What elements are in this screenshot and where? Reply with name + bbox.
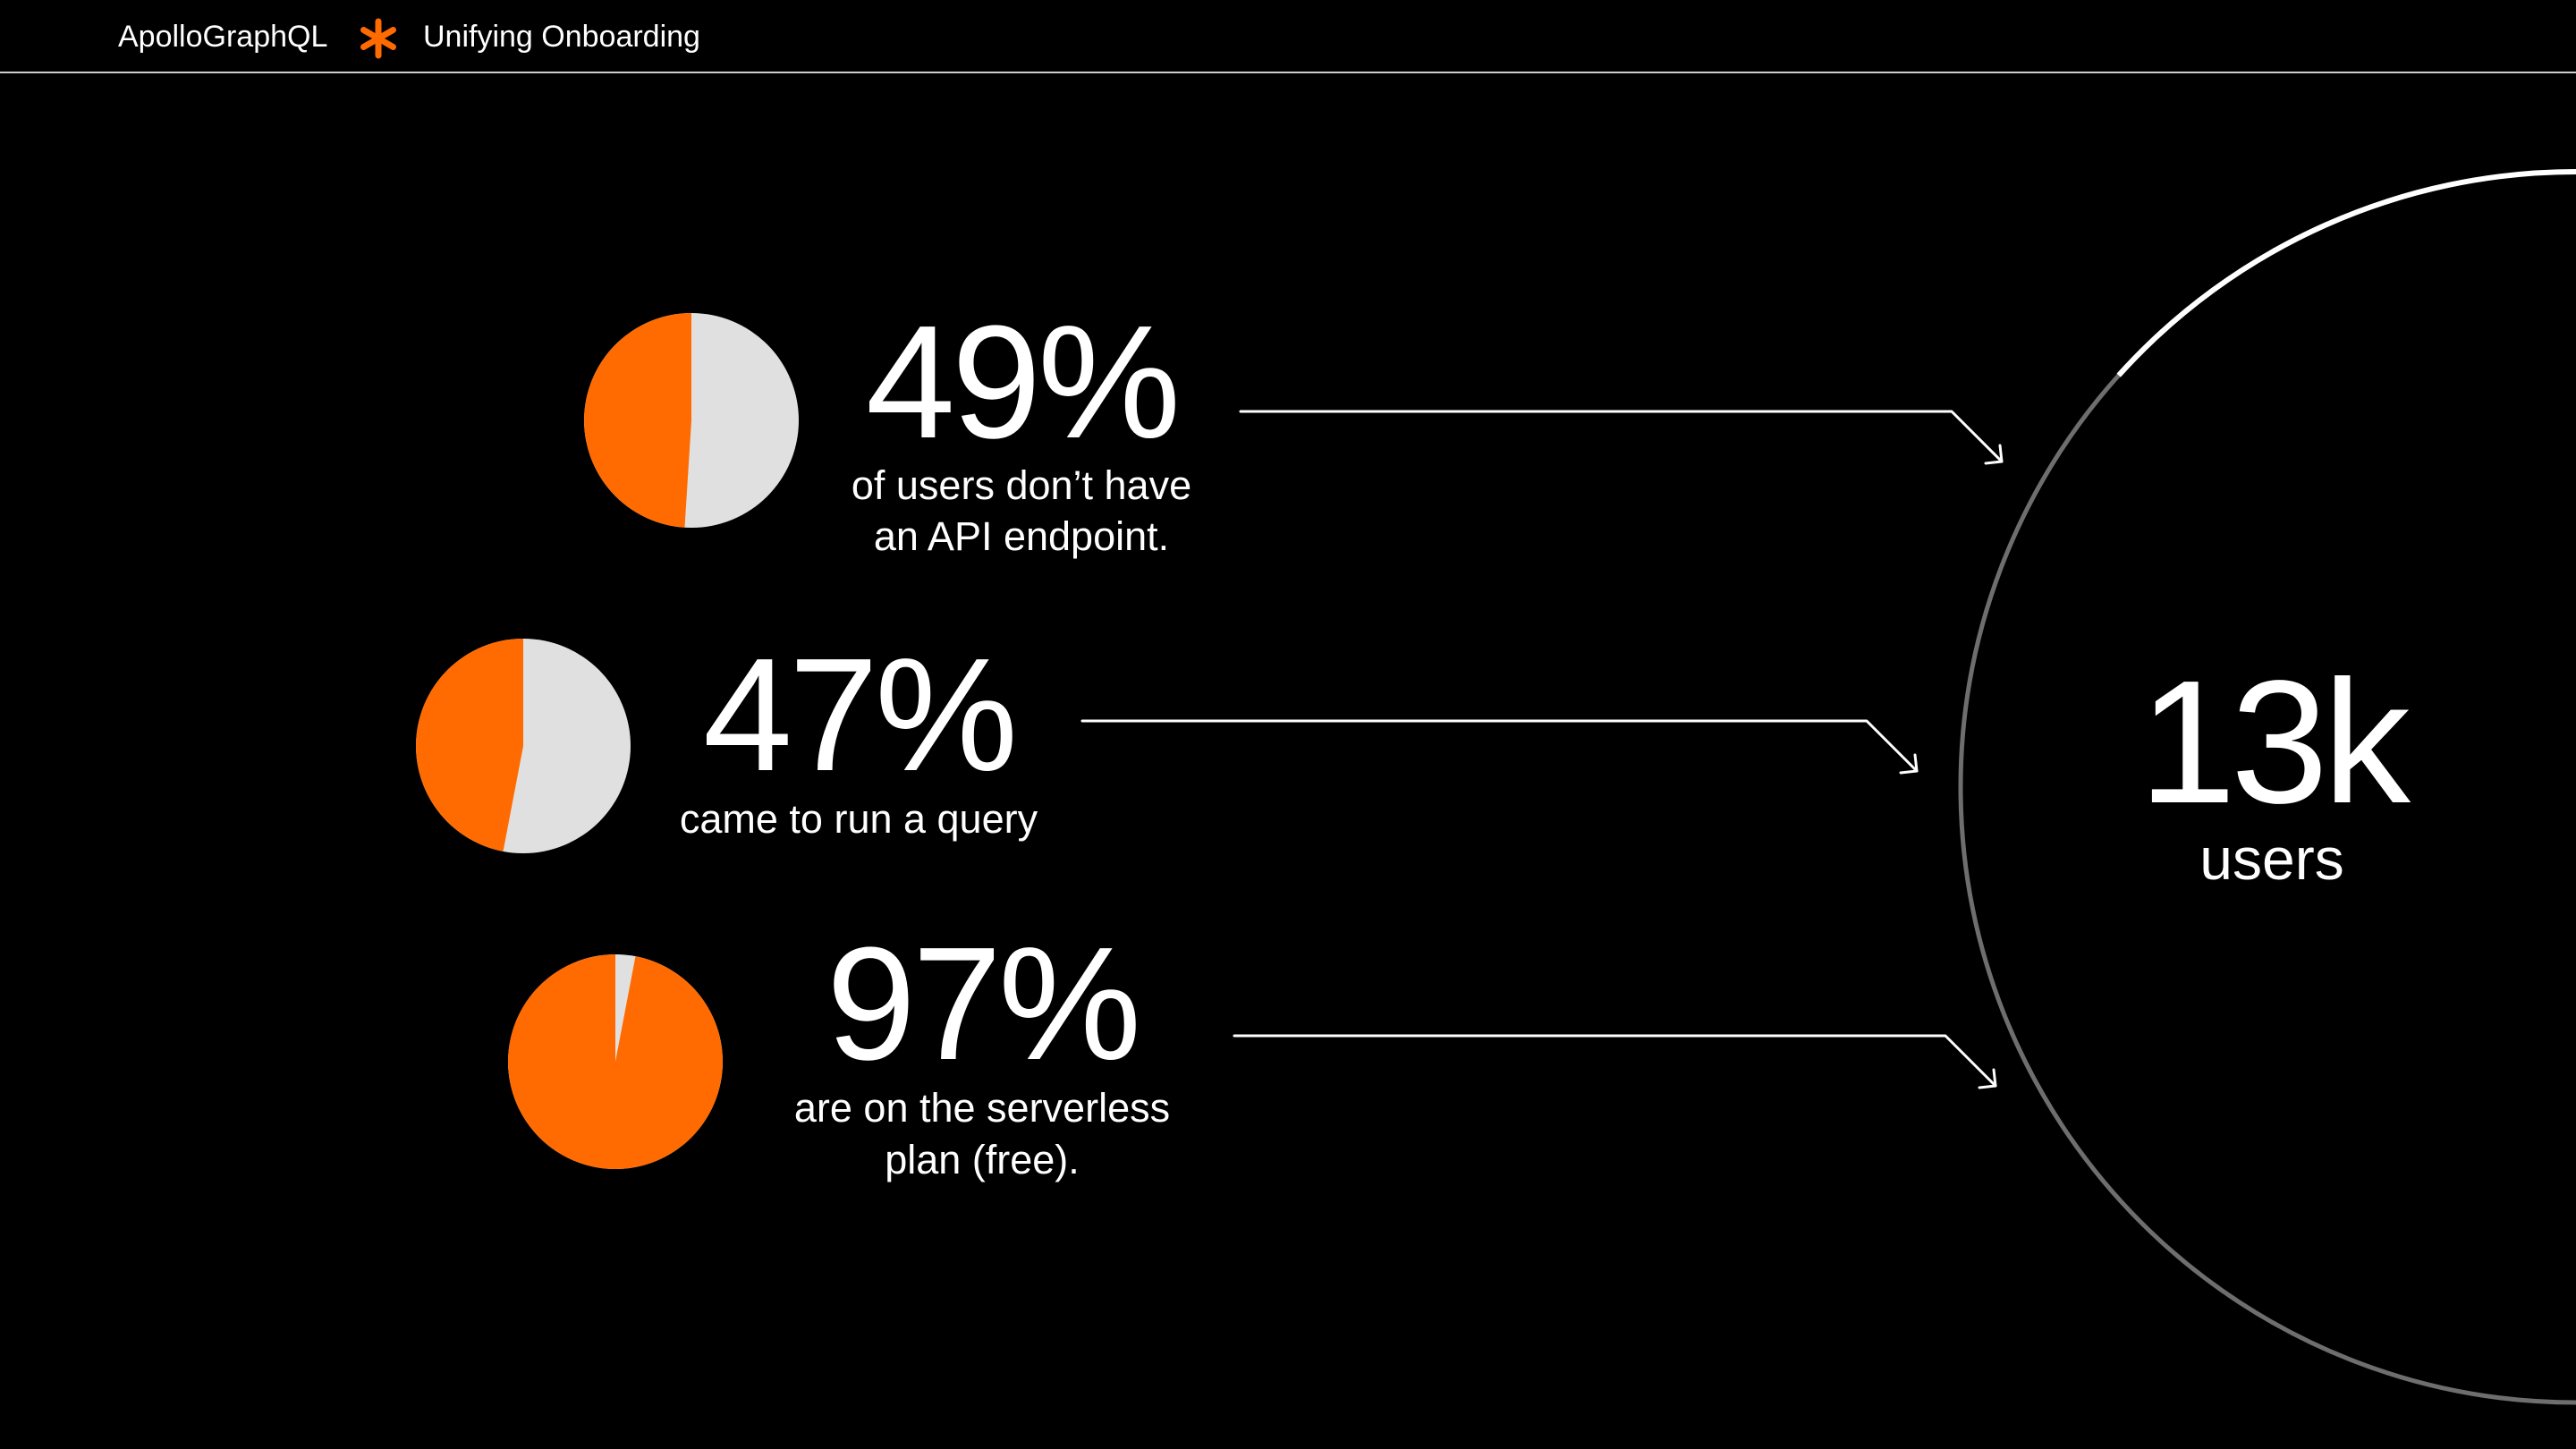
pie-chart-1 bbox=[584, 313, 799, 528]
stat-3-value: 97% bbox=[826, 914, 1141, 1094]
total-ring bbox=[1958, 169, 2576, 1405]
brand-name: ApolloGraphQL bbox=[118, 20, 328, 54]
stat-3-caption-line-2: plan (free). bbox=[885, 1137, 1080, 1182]
total-ring-highlight bbox=[2116, 169, 2576, 377]
stat-3-caption-line-1: are on the serverless bbox=[793, 1085, 1171, 1131]
total-unit: users bbox=[2199, 826, 2344, 892]
deck-title: Unifying Onboarding bbox=[423, 20, 700, 54]
connector-arrow-1-head bbox=[1984, 444, 2004, 465]
stat-2-value: 47% bbox=[702, 625, 1018, 805]
slide-header: ApolloGraphQL Unifying Onboarding bbox=[0, 0, 2576, 73]
connector-arrow-3-head bbox=[1978, 1068, 1997, 1089]
stat-1-value: 49% bbox=[865, 292, 1181, 472]
connector-arrow-2-head bbox=[1899, 753, 1919, 775]
pie-1-slice bbox=[584, 313, 691, 528]
pie-3-slice bbox=[507, 954, 723, 1170]
stat-1-caption-line-1: of users don’t have bbox=[851, 462, 1192, 508]
total-value: 13k bbox=[2138, 644, 2411, 840]
connector-arrow-3 bbox=[1233, 1034, 1997, 1088]
pie-2-slice bbox=[416, 639, 523, 852]
asterisk-icon bbox=[360, 18, 396, 59]
pie-chart-3 bbox=[507, 954, 723, 1170]
stat-2-caption-line-1: came to run a query bbox=[679, 796, 1038, 842]
connector-arrow-1 bbox=[1239, 410, 2004, 463]
pie-chart-2 bbox=[416, 639, 631, 853]
stat-1-caption-line-2: an API endpoint. bbox=[873, 513, 1170, 559]
connector-arrow-2 bbox=[1080, 719, 1919, 773]
